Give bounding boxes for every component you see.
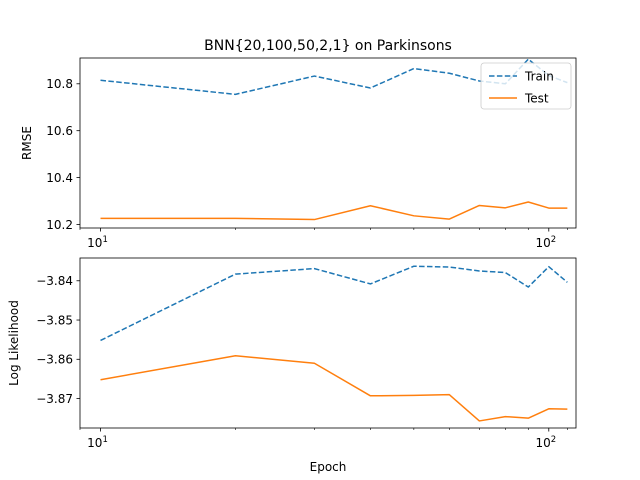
chart-2-ytick-label: −3.86 bbox=[36, 353, 73, 367]
chart-1-xtick-exponent: 1 bbox=[102, 235, 107, 245]
chart-2-axes-frame bbox=[79, 257, 577, 429]
chart-2-ylabel: Log Likelihood bbox=[7, 300, 21, 386]
chart-1-title: BNN{20,100,50,2,1} on Parkinsons bbox=[204, 38, 452, 54]
chart-2-xtick-exponent: 2 bbox=[551, 435, 556, 445]
chart-1-xtick-label: 102 bbox=[535, 235, 556, 250]
chart-1-series-train-line bbox=[100, 58, 568, 96]
chart-1-xtick-exponent: 2 bbox=[551, 235, 556, 245]
chart-1-xtick-base: 10 bbox=[535, 236, 550, 250]
chart-2-xtick-label: 101 bbox=[87, 435, 108, 450]
chart-2-xtick-base: 10 bbox=[535, 436, 550, 450]
chart-1-ytick-label: 10.8 bbox=[46, 77, 73, 91]
chart-1-legend-label-train: Train bbox=[524, 69, 554, 83]
chart-1-ytick-label: 10.6 bbox=[46, 124, 73, 138]
chart-2-ytick-label: −3.85 bbox=[36, 313, 73, 327]
chart-1-ylabel: RMSE bbox=[20, 126, 34, 160]
chart-1-legend-label-test: Test bbox=[524, 91, 549, 105]
chart-2-series-train-line bbox=[100, 265, 568, 342]
chart-2-series-test-line bbox=[100, 355, 568, 422]
chart-1-xtick-label: 101 bbox=[87, 235, 108, 250]
chart-1-series-test-line bbox=[100, 201, 568, 221]
chart-2-ytick-label: −3.87 bbox=[36, 392, 73, 406]
chart-2-xtick-exponent: 1 bbox=[102, 435, 107, 445]
chart-2-ytick-label: −3.84 bbox=[36, 274, 73, 288]
chart-2-xlabel: Epoch bbox=[310, 460, 347, 474]
chart-2-xtick-base: 10 bbox=[87, 436, 102, 450]
chart-1-axes-frame bbox=[79, 57, 577, 229]
chart-1-legend: Train Test bbox=[480, 62, 572, 110]
chart-2-xtick-label: 102 bbox=[535, 435, 556, 450]
chart-1-xtick-base: 10 bbox=[87, 236, 102, 250]
chart-1-ytick-label: 10.2 bbox=[46, 218, 73, 232]
chart-1-ytick-label: 10.4 bbox=[46, 171, 73, 185]
